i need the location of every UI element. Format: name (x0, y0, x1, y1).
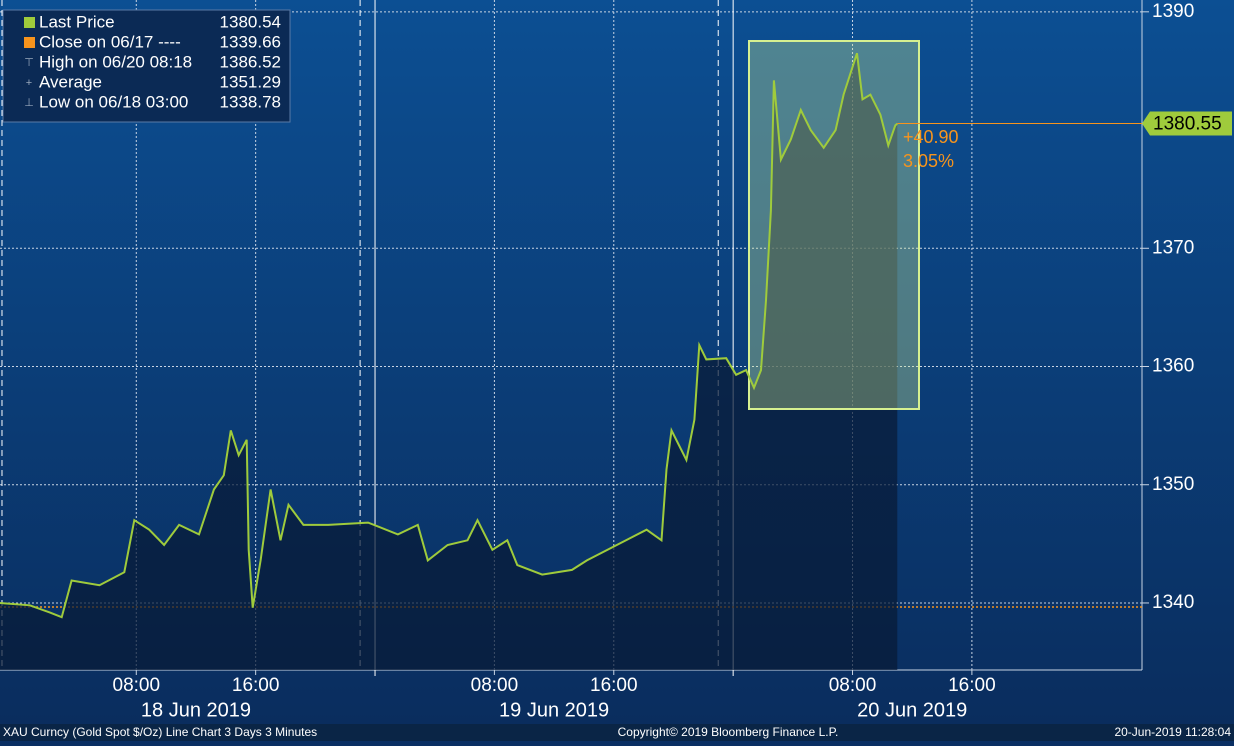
legend-glyph: + (26, 77, 32, 89)
legend-value: 1338.78 (220, 92, 281, 111)
x-tick-label: 08:00 (113, 675, 161, 696)
legend-swatch (24, 17, 35, 28)
y-tick-label: 1350 (1152, 474, 1194, 495)
legend-box (2, 9, 291, 123)
change-pct-annotation: 3.05% (903, 151, 954, 171)
x-tick-label: 16:00 (232, 675, 280, 696)
date-label: 20 Jun 2019 (857, 699, 967, 721)
legend-glyph: ⊤ (24, 57, 34, 69)
area (0, 53, 898, 670)
x-tick-label: 16:00 (948, 675, 996, 696)
highlight-box (748, 40, 920, 410)
footer-right: 20-Jun-2019 11:28:04 (1114, 725, 1231, 739)
last-price-tag-box (1142, 111, 1232, 136)
legend-label: High on 06/20 08:18 (39, 52, 192, 71)
date-label: 19 Jun 2019 (499, 699, 609, 721)
legend-label: Average (39, 72, 102, 91)
legend-label: Last Price (39, 12, 115, 31)
y-tick-label: 1390 (1152, 1, 1194, 22)
price-line (0, 52, 898, 619)
last-price-tag: 1380.55 (1153, 114, 1222, 135)
legend-label: Low on 06/18 03:00 (39, 92, 188, 111)
legend-glyph: ⊥ (24, 97, 34, 109)
legend-label: Close on 06/17 ---- (39, 32, 181, 51)
footer-left: XAU Curncy (Gold Spot $/Oz) Line Chart 3… (3, 725, 317, 739)
y-tick-label: 1360 (1152, 356, 1194, 377)
y-tick-label: 1340 (1152, 592, 1194, 613)
legend-value: 1339.66 (220, 32, 281, 51)
footer-center: Copyright© 2019 Bloomberg Finance L.P. (618, 725, 839, 739)
legend-value: 1380.54 (220, 12, 281, 31)
y-tick-label: 1370 (1152, 237, 1194, 258)
x-tick-label: 16:00 (590, 675, 638, 696)
change-annotation: +40.90 (903, 127, 959, 147)
footer-bar (0, 724, 1234, 741)
legend-value: 1386.52 (220, 52, 281, 71)
legend-swatch (24, 37, 35, 48)
x-tick-label: 08:00 (471, 675, 519, 696)
x-tick-label: 08:00 (829, 675, 877, 696)
legend-value: 1351.29 (220, 72, 281, 91)
date-label: 18 Jun 2019 (141, 699, 251, 721)
